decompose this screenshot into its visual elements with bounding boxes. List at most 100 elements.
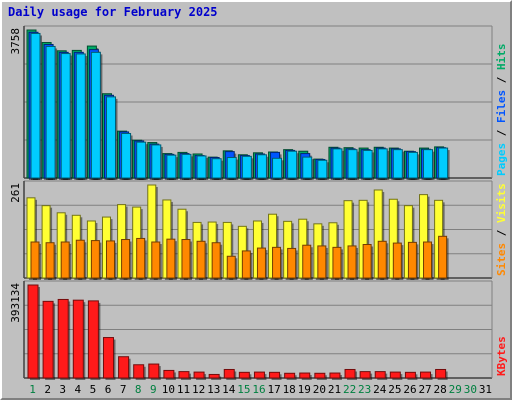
kbytes-bar — [148, 363, 160, 379]
sites-bar — [90, 240, 100, 279]
kbytes-bar — [72, 299, 84, 379]
kbytes-bar — [42, 300, 54, 379]
x-tick-label: 2 — [44, 383, 51, 396]
x-tick-label: 26 — [403, 383, 416, 396]
sites-bar — [272, 246, 282, 279]
pages-bar — [196, 155, 207, 179]
pages-bar — [332, 148, 343, 179]
x-tick-label: 22 — [343, 383, 356, 396]
kbytes-bar — [102, 337, 114, 379]
x-tick-label: 31 — [479, 383, 492, 396]
x-tick-label: 17 — [267, 383, 280, 396]
sites-bar — [438, 235, 448, 279]
x-tick-label: 10 — [162, 383, 175, 396]
x-tick-label: 5 — [90, 383, 97, 396]
kbytes-bar — [389, 371, 401, 379]
x-tick-label: 27 — [418, 383, 431, 396]
x-tick-label: 16 — [252, 383, 265, 396]
x-tick-label: 4 — [75, 383, 82, 396]
x-tick-label: 19 — [298, 383, 311, 396]
y-max-label-kbytes: 393134 — [9, 283, 22, 323]
kbytes-bar — [238, 371, 250, 379]
pages-bar — [287, 150, 298, 179]
pages-bar — [317, 159, 328, 179]
x-tick-label: 20 — [313, 383, 326, 396]
sites-bar — [105, 240, 115, 279]
x-tick-label: 12 — [192, 383, 205, 396]
sites-bar — [317, 245, 327, 279]
sites-bar — [136, 237, 146, 279]
sites-bar — [256, 247, 266, 279]
sites-bar — [423, 241, 433, 279]
x-tick-label: 15 — [237, 383, 250, 396]
x-tick-label: 30 — [464, 383, 477, 396]
sites-bar — [407, 241, 417, 279]
y-max-label-hits: 3758 — [9, 28, 22, 55]
pages-bar — [241, 155, 252, 179]
kbytes-bar — [208, 373, 220, 379]
sites-bar — [166, 238, 176, 279]
sites-bar — [241, 250, 251, 279]
sites-bar — [347, 245, 357, 279]
kbytes-bar — [57, 298, 69, 379]
pages-bar — [377, 148, 388, 179]
kbytes-bar — [163, 369, 175, 379]
kbytes-bar — [223, 368, 235, 379]
sites-bar — [302, 244, 312, 279]
kbytes-bar — [269, 371, 281, 379]
pages-bar — [121, 132, 132, 179]
pages-bar — [60, 53, 71, 179]
kbytes-bar — [374, 371, 386, 379]
kbytes-bar — [299, 372, 311, 379]
pages-bar — [362, 149, 373, 179]
pages-bar — [151, 144, 162, 179]
kbytes-bar — [27, 284, 39, 379]
pages-bar — [256, 154, 267, 179]
y-max-label-visits: 261 — [9, 183, 22, 203]
x-tick-label: 6 — [105, 383, 112, 396]
sites-bar — [121, 239, 131, 279]
sites-bar — [75, 239, 85, 279]
kbytes-bar — [420, 371, 432, 379]
pages-bar — [75, 53, 86, 179]
kbytes-bar — [314, 372, 326, 379]
x-tick-label: 28 — [434, 383, 447, 396]
legend-separator: / — [495, 70, 508, 90]
x-tick-label: 24 — [373, 383, 387, 396]
kbytes-bar — [435, 368, 447, 379]
x-tick-label: 29 — [449, 383, 462, 396]
x-tick-label: 21 — [328, 383, 341, 396]
legend-separator: / — [495, 223, 508, 243]
sites-bar — [196, 240, 206, 279]
x-tick-label: 3 — [59, 383, 66, 396]
legend-separator: / — [495, 123, 508, 143]
x-tick-label: 7 — [120, 383, 127, 396]
sites-bar — [30, 241, 40, 279]
legend-top: Pages / Files / Hits — [495, 44, 508, 177]
x-tick-label: 1 — [29, 383, 36, 396]
pages-bar — [105, 96, 116, 179]
chart-title: Daily usage for February 2025 — [8, 5, 218, 19]
kbytes-bar — [118, 356, 130, 379]
pages-bar — [181, 153, 192, 179]
kbytes-bar — [87, 300, 99, 379]
pages-bar — [166, 154, 177, 179]
pages-bar — [302, 156, 313, 179]
pages-bar — [90, 51, 101, 179]
sites-bar — [60, 241, 70, 279]
sites-bar — [151, 241, 161, 279]
legend-visits: Visits — [495, 183, 508, 223]
x-tick-label: 9 — [150, 383, 157, 396]
legend-hits: Hits — [495, 44, 508, 71]
x-tick-label: 14 — [222, 383, 236, 396]
kbytes-bar — [329, 372, 341, 379]
kbytes-bar — [359, 371, 371, 379]
pages-bar — [272, 157, 283, 179]
sites-bar — [226, 255, 236, 279]
pages-bar — [136, 141, 147, 179]
pages-bar — [45, 45, 56, 179]
sites-bar — [45, 242, 55, 279]
kbytes-bar — [133, 364, 145, 379]
legend-bottom: KBytes — [495, 336, 508, 376]
